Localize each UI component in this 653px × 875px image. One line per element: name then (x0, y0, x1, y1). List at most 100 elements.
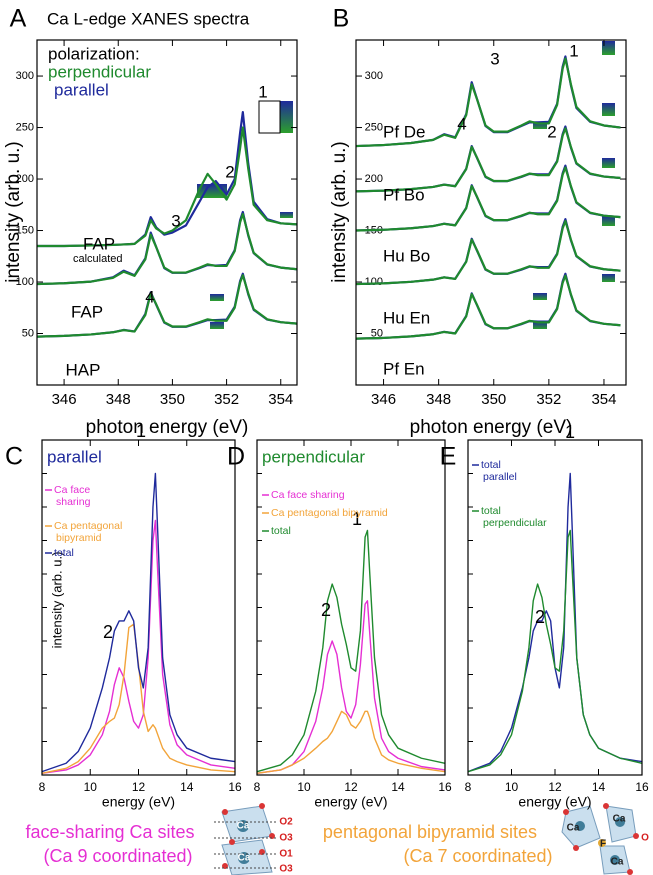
y-tick-label: 250 (16, 121, 34, 133)
x-tick-label: 350 (481, 391, 506, 408)
legend-label: total parallel (481, 459, 517, 483)
peak-label: 4 (145, 287, 154, 306)
atom (598, 839, 606, 847)
y-tick-label: 250 (365, 121, 383, 133)
caption: (Ca 7 coordinated) (403, 846, 552, 866)
peak-label: 2 (103, 622, 113, 642)
x-tick-label: 14 (592, 780, 606, 794)
caption: face-sharing Ca sites (25, 822, 194, 842)
legend-label: perpendicular (48, 62, 151, 81)
peak-label: 1 (258, 82, 267, 101)
atom (610, 855, 620, 865)
y-axis-label: intensity (arb. u.) (3, 141, 24, 283)
panel-letter: C (5, 443, 23, 471)
glyph (602, 158, 615, 168)
atom (229, 839, 235, 845)
structure-face-sharing (214, 803, 278, 875)
atom (575, 821, 585, 831)
x-axis-label: energy (eV) (102, 794, 175, 810)
x-tick-label: 354 (268, 391, 293, 408)
structure-label: F (600, 839, 606, 850)
glyph (258, 100, 281, 134)
legend-label: total perpendicular (481, 505, 547, 529)
sample-label: Hu En (383, 308, 430, 327)
glyph (210, 294, 224, 301)
glyph (280, 101, 293, 133)
data-line (355, 127, 621, 193)
x-tick-label: 16 (635, 780, 649, 794)
data-line (41, 472, 236, 773)
x-tick-label: 352 (536, 391, 561, 408)
legend-label: Ca face sharing (54, 484, 91, 508)
legend-label: Ca face sharing (271, 489, 345, 501)
caption: pentagonal bipyramid sites (323, 822, 537, 842)
x-tick-label: 348 (426, 391, 451, 408)
x-tick-label: 346 (52, 391, 77, 408)
sample-label: HAP (66, 360, 101, 379)
x-tick-label: 350 (160, 391, 185, 408)
glyph (210, 322, 224, 329)
y-tick-label: 200 (365, 173, 383, 185)
atom (603, 803, 609, 809)
x-tick-label: 354 (591, 391, 616, 408)
atom (615, 817, 625, 827)
y-tick-label: 50 (22, 327, 34, 339)
sample-label: FAP (71, 302, 103, 321)
atom (627, 869, 633, 875)
panel-letter: B (333, 5, 350, 33)
data-line (256, 600, 446, 775)
peak-label: 2 (547, 122, 556, 141)
data-line (467, 529, 643, 773)
x-axis-label: photon energy (eV) (86, 417, 249, 438)
structure-label: O3 (279, 864, 293, 875)
x-tick-label: 14 (391, 780, 405, 794)
x-tick-label: 10 (505, 780, 519, 794)
structure-label: Ca (238, 853, 251, 864)
y-axis-label: intensity (arb. u.) (329, 141, 350, 283)
y-axis-label: intensity (arb. u.) (49, 552, 64, 649)
glyph (533, 322, 547, 329)
plot-frame (355, 39, 627, 386)
x-tick-label: 8 (254, 780, 261, 794)
x-tick-label: 8 (465, 780, 472, 794)
panel-title: parallel (47, 447, 102, 466)
glyph (602, 216, 615, 226)
atom (563, 809, 569, 815)
glyph (602, 41, 615, 55)
x-tick-label: 12 (548, 780, 562, 794)
structure-label: O1 (279, 849, 293, 860)
plot-frame (467, 439, 643, 776)
atom (573, 845, 579, 851)
data-line (41, 623, 236, 775)
x-tick-label: 10 (84, 780, 98, 794)
data-line (36, 210, 298, 286)
structure-label: Ca (611, 857, 624, 868)
legend-label: Ca pentagonal bipyramid (271, 507, 388, 519)
y-tick-label: 300 (16, 70, 34, 82)
glyph (533, 293, 547, 300)
y-tick-label: 300 (365, 70, 383, 82)
y-tick-label: 100 (365, 276, 383, 288)
data-line (37, 110, 298, 248)
x-tick-label: 16 (438, 780, 452, 794)
glyph (602, 103, 615, 116)
atom (259, 803, 265, 809)
x-tick-label: 12 (344, 780, 358, 794)
glyph (533, 122, 547, 129)
peak-label: 2 (225, 162, 234, 181)
sample-label: Pf De (383, 122, 426, 141)
structure-label: Ca (613, 814, 626, 825)
glyph (280, 212, 293, 218)
structure-pentagonal (561, 803, 639, 875)
data-line (355, 166, 621, 232)
peak-label: 1 (136, 421, 146, 441)
sample-label: Pf Bo (383, 185, 425, 204)
peak-label: 4 (457, 114, 466, 133)
data-line (36, 274, 298, 338)
atom (633, 833, 639, 839)
peak-label: 3 (171, 211, 180, 230)
plot-frame (36, 39, 298, 386)
plot-frame (41, 439, 236, 776)
